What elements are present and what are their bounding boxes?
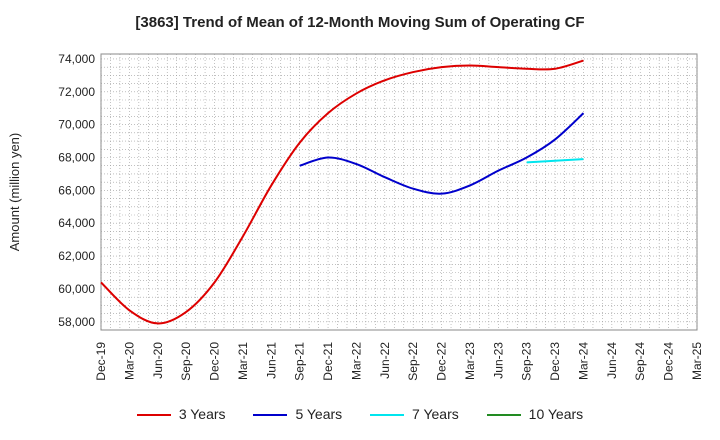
legend-item-5-years: 5 Years — [253, 406, 342, 422]
x-tick-label: Jun-21 — [264, 342, 278, 379]
x-tick-label: Jun-23 — [491, 342, 505, 379]
x-tick-label: Dec-20 — [208, 342, 222, 381]
legend: 3 Years 5 Years 7 Years 10 Years — [0, 406, 720, 422]
x-tick-label: Sep-24 — [633, 342, 647, 381]
x-tick-label: Sep-22 — [406, 342, 420, 381]
series-line-5-years — [299, 112, 585, 195]
x-tick-label: Jun-22 — [378, 342, 392, 379]
x-tick-label: Dec-23 — [548, 342, 562, 381]
plot-area — [100, 53, 698, 331]
x-tick-label: Mar-21 — [236, 342, 250, 380]
x-tick-label: Dec-24 — [662, 342, 676, 381]
legend-item-10-years: 10 Years — [486, 406, 584, 422]
x-tick-label: Mar-24 — [576, 342, 590, 380]
legend-label-7-years: 7 Years — [412, 406, 459, 422]
x-tick-label: Mar-20 — [122, 342, 136, 380]
series-line-3-years — [100, 59, 584, 325]
legend-swatch-7-years — [370, 414, 405, 417]
y-tick-label: 60,000 — [58, 282, 95, 296]
y-tick-label: 58,000 — [58, 315, 95, 329]
x-tick-label: Mar-25 — [690, 342, 704, 380]
y-tick-label: 74,000 — [58, 52, 95, 66]
x-tick-label: Jun-24 — [605, 342, 619, 379]
chart-title: [3863] Trend of Mean of 12-Month Moving … — [135, 14, 585, 31]
y-tick-label: 68,000 — [58, 151, 95, 165]
legend-label-10-years: 10 Years — [528, 406, 584, 422]
x-tick-label: Mar-23 — [463, 342, 477, 380]
legend-item-3-years: 3 Years — [136, 406, 226, 422]
x-tick-label: Mar-22 — [349, 342, 363, 380]
legend-swatch-10-years — [486, 414, 521, 417]
x-tick-label: Sep-23 — [520, 342, 534, 381]
x-tick-label: Sep-20 — [179, 342, 193, 381]
y-axis-title: Amount (million yen) — [7, 133, 22, 252]
legend-swatch-5-years — [253, 414, 288, 417]
x-tick-label: Jun-20 — [151, 342, 165, 379]
y-tick-label: 66,000 — [58, 183, 95, 197]
x-tick-label: Dec-19 — [94, 342, 108, 381]
x-tick-label: Dec-21 — [321, 342, 335, 381]
legend-item-7-years: 7 Years — [370, 406, 459, 422]
legend-label-3-years: 3 Years — [178, 406, 226, 422]
y-tick-label: 62,000 — [58, 249, 95, 263]
legend-label-5-years: 5 Years — [295, 406, 343, 422]
y-tick-label: 72,000 — [58, 85, 95, 99]
y-tick-label: 64,000 — [58, 216, 95, 230]
x-tick-label: Dec-22 — [435, 342, 449, 381]
x-tick-label: Sep-21 — [293, 342, 307, 381]
series-line-7-years — [526, 158, 584, 164]
y-tick-label: 70,000 — [58, 118, 95, 132]
legend-swatch-3-years — [136, 414, 171, 417]
